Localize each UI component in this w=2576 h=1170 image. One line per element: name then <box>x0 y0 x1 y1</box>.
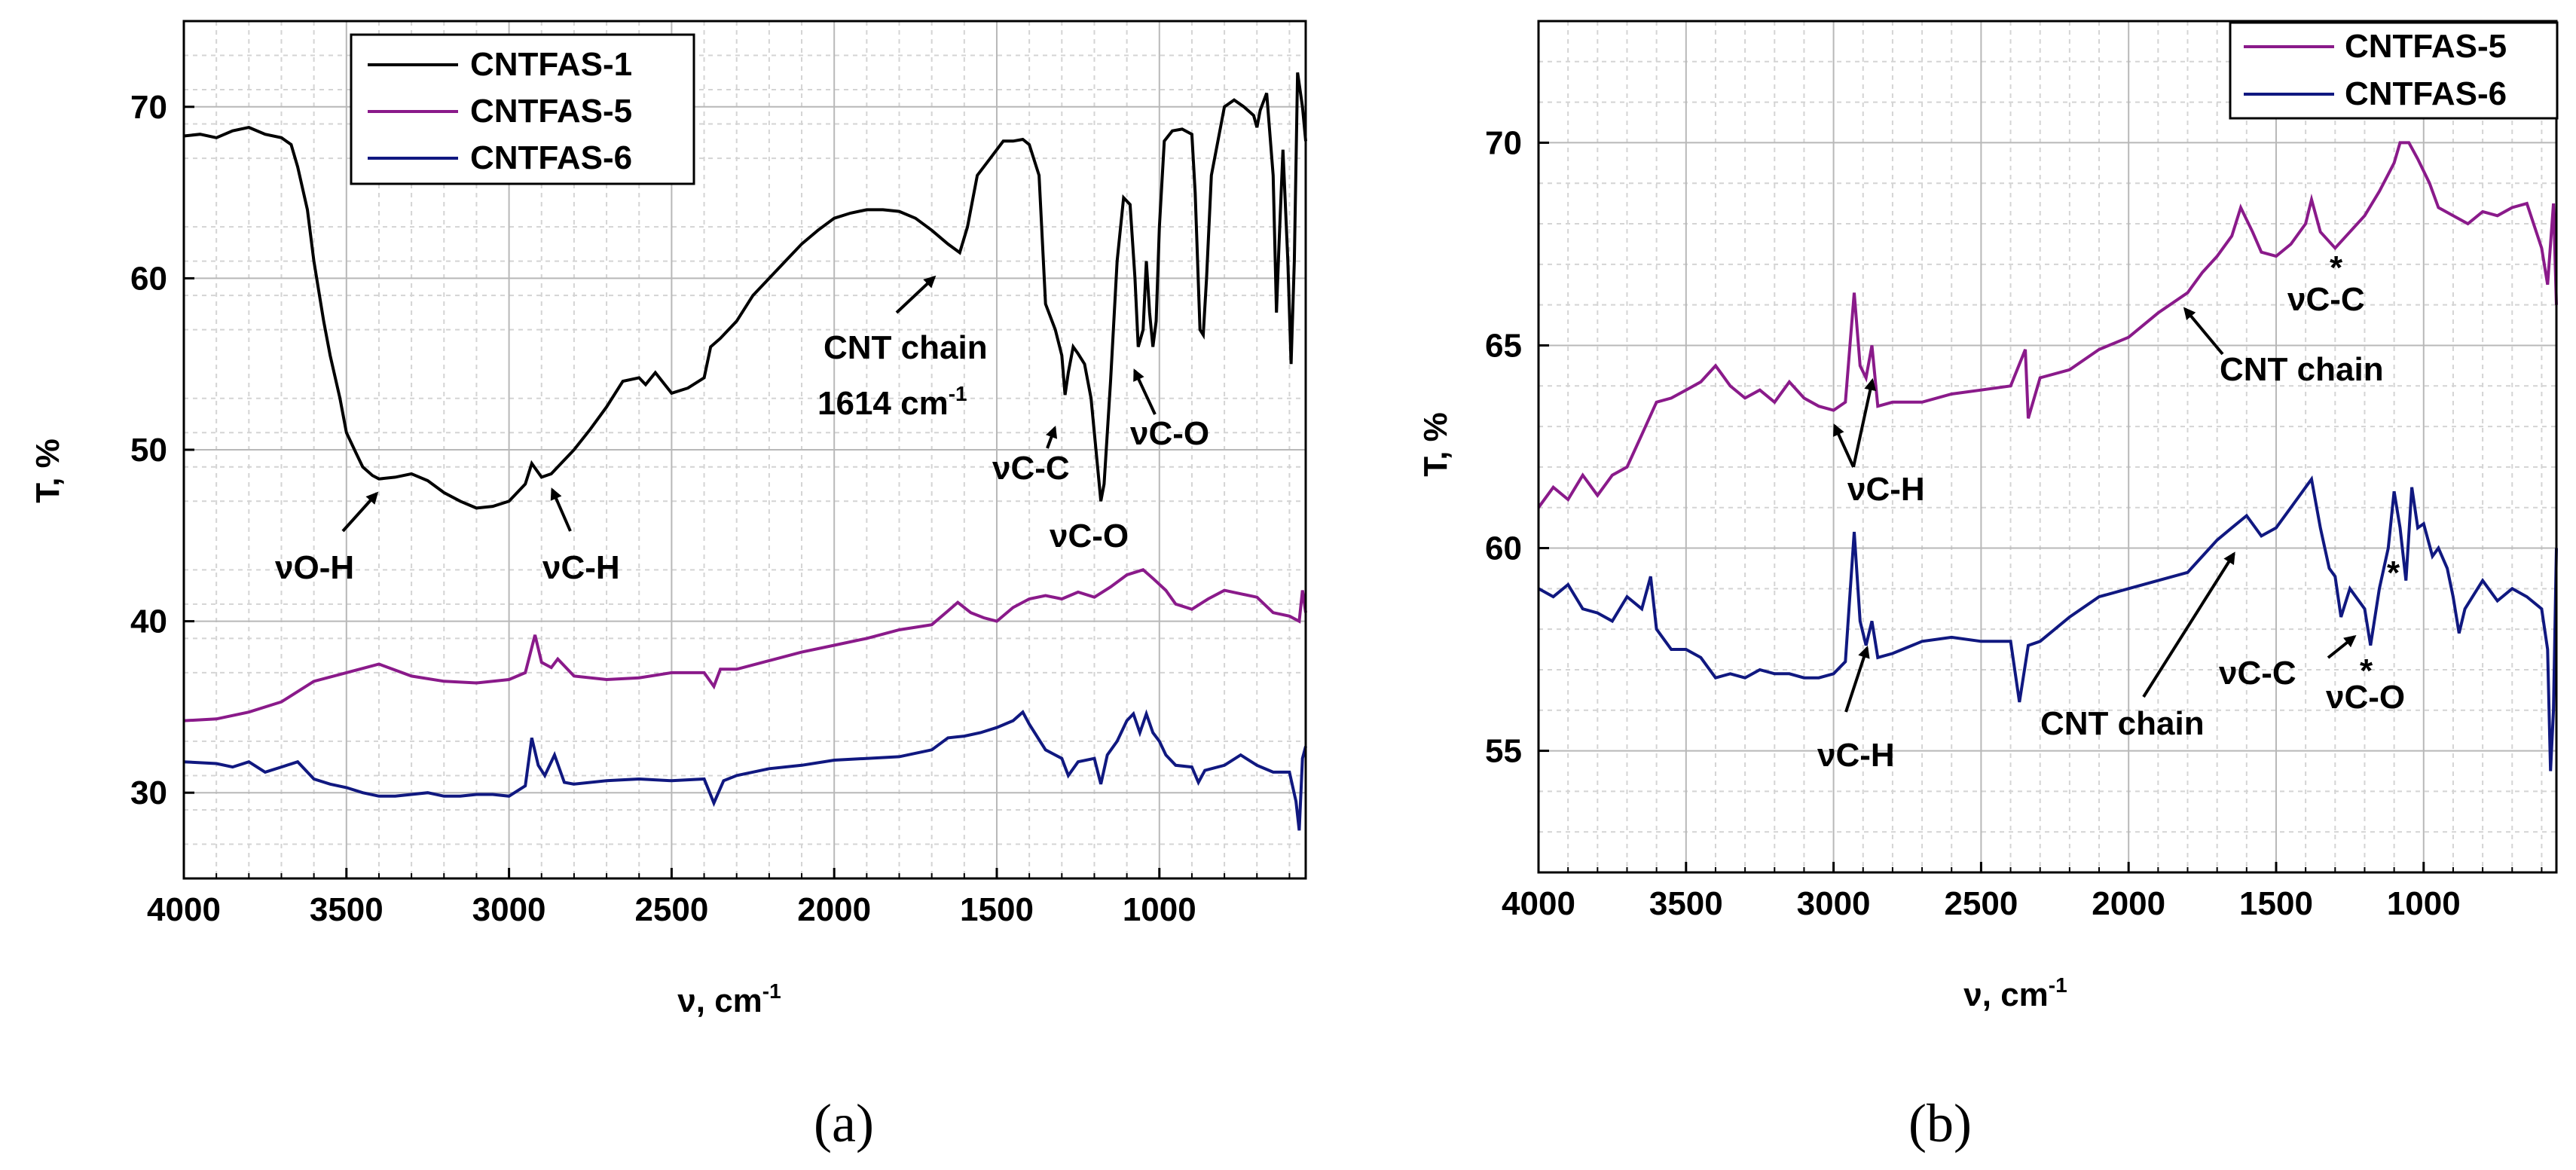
arrow-co-a <box>1133 368 1157 415</box>
x-tick-label: 1000 <box>2387 885 2461 922</box>
series-line-cntfas-5-b <box>1537 141 2558 509</box>
annotation-cnt-chain-a: CNT chain <box>824 329 988 366</box>
panel-a-ticks: 4000 3500 3000 2500 2000 1500 1000 30 40 50 60 70 <box>130 89 1291 928</box>
legend-label-cntfas-6-b: CNTFAS-6 <box>2345 75 2507 112</box>
annotation-1614-text: 1614 cm <box>817 385 949 422</box>
annotation-co-a2: νC-O <box>1130 415 1209 452</box>
panel-b-minor-grid <box>1539 21 2556 873</box>
arrow-cc-a <box>1046 425 1058 449</box>
series-line-cntfas-1 <box>183 72 1307 510</box>
x-tick-label: 1500 <box>2239 885 2313 922</box>
panel-b-x-axis-label-text: ν, cm <box>1963 976 2049 1013</box>
panel-a-major-grid <box>183 21 1306 878</box>
annotation-1614: 1614 cm-1 <box>817 382 967 422</box>
panel-a: 4000 3500 3000 2500 2000 1500 1000 30 40 50 60 70 C… <box>29 20 1307 1153</box>
panel-a-annotations: νO-H νC-H CNT chain 1614 cm-1 νC-C νC-O … <box>275 329 1209 586</box>
panel-a-x-axis-label-text: ν, cm <box>677 982 762 1019</box>
arrow-cc-b2 <box>2327 635 2357 659</box>
series-line-cntfas-5 <box>183 568 1307 722</box>
x-tick-label: 2500 <box>1944 885 2018 922</box>
annotation-star-b3: * <box>2387 554 2400 591</box>
legend-label-cntfas-1: CNTFAS-1 <box>470 46 632 83</box>
series-line-cntfas-6-b <box>1538 475 2558 771</box>
panel-b-label: (b) <box>1908 1093 1972 1153</box>
y-tick-label: 40 <box>130 603 167 640</box>
annotation-cnt-chain-b2: CNT chain <box>2040 705 2205 742</box>
annotation-ch-b1: νC-H <box>1847 471 1925 508</box>
panel-a-arrows <box>341 275 1157 533</box>
annotation-1614-sup: -1 <box>949 382 967 405</box>
panel-b-arrows <box>1833 307 2357 713</box>
y-tick-label: 60 <box>130 260 167 297</box>
panel-b-annotations: νC-H CNT chain νC-C * νC-H CNT chain νC-… <box>1817 249 2405 774</box>
y-tick-label: 60 <box>1485 530 1522 567</box>
panel-b-x-axis-label-sup: -1 <box>2049 973 2067 997</box>
panel-b: 4000 3500 3000 2500 2000 1500 1000 55 60 65 70 CNT… <box>1417 20 2559 1153</box>
annotation-star-b2: * <box>2360 652 2373 689</box>
annotation-ch-b2: νC-H <box>1817 737 1895 774</box>
arrow-ch-b1-right <box>1852 377 1877 468</box>
x-tick-label: 1000 <box>1123 891 1196 928</box>
legend-b: CNTFAS-5 CNTFAS-6 <box>2244 28 2507 112</box>
y-tick-label: 70 <box>130 89 167 126</box>
x-tick-label: 4000 <box>1502 885 1575 922</box>
annotation-ch-a: νC-H <box>542 549 620 586</box>
panel-b-plot-frame <box>1537 20 2558 874</box>
x-tick-label: 2000 <box>797 891 871 928</box>
x-tick-label: 3000 <box>472 891 546 928</box>
legend-label-cntfas-5: CNTFAS-5 <box>470 93 632 130</box>
arrow-cnt-chain-b1 <box>2183 307 2224 356</box>
y-tick-label: 30 <box>130 774 167 811</box>
panel-a-series <box>183 72 1307 831</box>
legend-label-cntfas-5-b: CNTFAS-5 <box>2345 28 2507 65</box>
x-tick-label: 4000 <box>147 891 221 928</box>
panel-a-x-axis-label: ν, cm-1 <box>677 979 781 1019</box>
arrow-cnt-chain-b2 <box>2142 551 2235 698</box>
annotation-cc-a: νC-C <box>992 450 1070 487</box>
legend-a: CNTFAS-1 CNTFAS-5 CNTFAS-6 <box>368 46 632 176</box>
x-tick-label: 1500 <box>960 891 1034 928</box>
series-line-cntfas-6 <box>183 709 1307 831</box>
x-tick-label: 2500 <box>634 891 708 928</box>
annotation-cc-b2: νC-C <box>2219 655 2296 692</box>
y-tick-label: 55 <box>1485 733 1522 770</box>
x-tick-label: 3000 <box>1797 885 1871 922</box>
panel-a-y-axis-label: T, % <box>29 438 66 503</box>
panel-b-ticks: 4000 3500 3000 2500 2000 1500 1000 55 60 65 70 <box>1485 124 2543 922</box>
annotation-co-a1: νC-O <box>1050 518 1129 554</box>
arrow-ch-a <box>550 487 572 532</box>
legend-box-b <box>2229 21 2559 120</box>
x-tick-label: 2000 <box>2092 885 2165 922</box>
arrow-ch-b2 <box>1844 645 1870 713</box>
panel-b-x-axis-label: ν, cm-1 <box>1963 973 2067 1013</box>
y-tick-label: 65 <box>1485 327 1522 364</box>
x-tick-label: 3500 <box>310 891 383 928</box>
annotation-oh: νO-H <box>275 549 354 586</box>
x-tick-label: 3500 <box>1649 885 1723 922</box>
y-tick-label: 50 <box>130 432 167 469</box>
panel-b-y-axis-label: T, % <box>1417 412 1454 477</box>
arrow-ch-b1-left <box>1833 423 1855 468</box>
panel-a-x-axis-label-sup: -1 <box>762 979 781 1003</box>
annotation-co-b2: νC-O <box>2326 679 2405 716</box>
y-tick-label: 70 <box>1485 124 1522 161</box>
panel-a-label: (a) <box>814 1093 874 1153</box>
legend-label-cntfas-6: CNTFAS-6 <box>470 139 632 176</box>
arrow-cnt-chain-a <box>895 275 937 314</box>
arrow-oh <box>341 491 379 533</box>
annotation-cnt-chain-b1: CNT chain <box>2220 351 2384 388</box>
annotation-star-b1: * <box>2330 249 2343 286</box>
annotation-cc-b1: νC-C <box>2287 281 2365 318</box>
panel-b-series <box>1537 141 2558 771</box>
